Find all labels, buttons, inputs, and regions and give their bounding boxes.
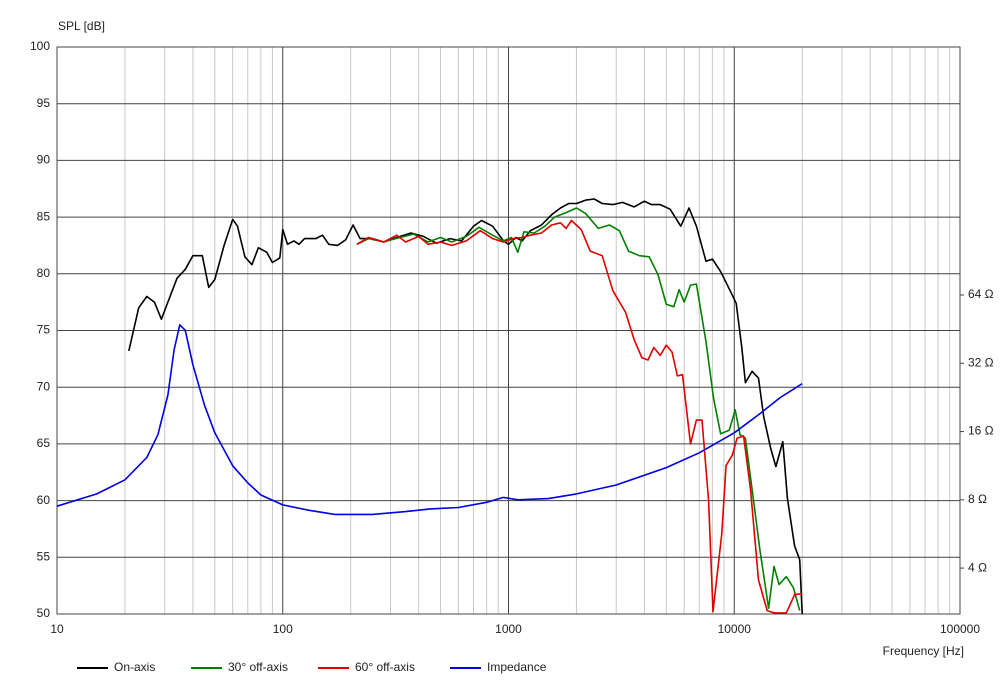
series-line: [356, 219, 803, 614]
legend-label: Impedance: [487, 660, 547, 674]
legend-label: 60° off-axis: [355, 660, 415, 674]
y-tick-label: 65: [37, 436, 51, 450]
y-axis-label: SPL [dB]: [58, 19, 105, 33]
y-tick-label: 95: [37, 96, 51, 110]
y-tick-label: 75: [37, 323, 51, 337]
legend-label: 30° off-axis: [228, 660, 288, 674]
y-tick-label: 55: [37, 549, 51, 563]
y2-tick-label: 4 Ω: [968, 560, 987, 574]
y2-tick-label: 64 Ω: [968, 287, 994, 301]
y-tick-label: 60: [37, 493, 51, 507]
y2-tick-label: 8 Ω: [968, 492, 987, 506]
x-tick-label: 100000: [940, 622, 980, 636]
x-tick-label: 100: [273, 622, 293, 636]
x-tick-label: 1000: [495, 622, 522, 636]
y2-tick-label: 16 Ω: [968, 424, 994, 438]
series-line: [56, 324, 803, 516]
x-axis-label: Frequency [Hz]: [883, 644, 964, 658]
y-tick-label: 100: [30, 39, 50, 53]
series-line: [128, 198, 803, 615]
x-tick-label: 10000: [718, 622, 752, 636]
y2-tick-label: 32 Ω: [968, 355, 994, 369]
y-tick-label: 70: [37, 379, 51, 393]
series-line: [356, 207, 801, 611]
y-tick-label: 85: [37, 209, 51, 223]
legend-label: On-axis: [114, 660, 155, 674]
y-tick-label: 90: [37, 153, 51, 167]
x-tick-label: 10: [50, 622, 64, 636]
y-tick-label: 80: [37, 266, 51, 280]
y-tick-label: 50: [37, 606, 51, 620]
